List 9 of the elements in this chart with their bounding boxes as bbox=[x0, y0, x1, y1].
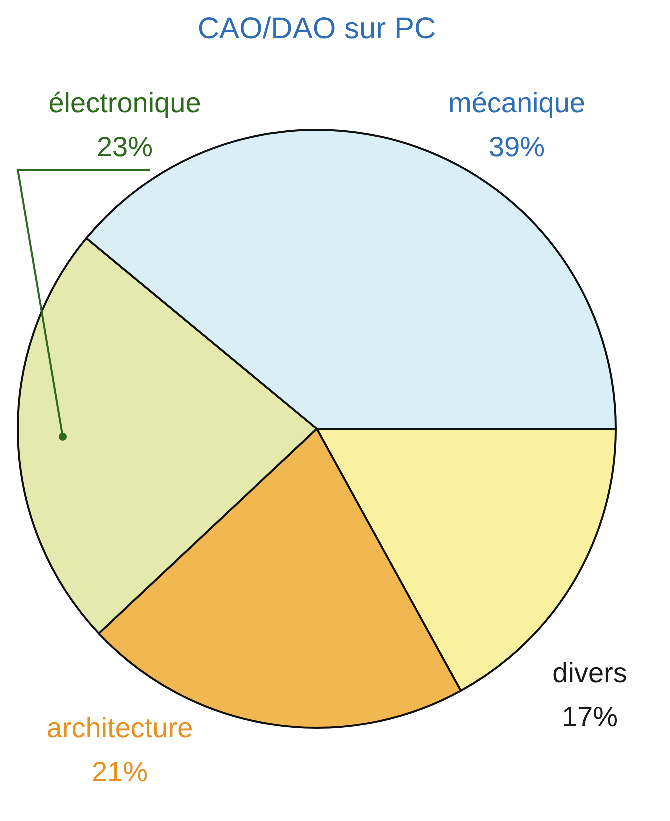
slice-label: architecture bbox=[46, 712, 194, 744]
chart-title: CAO/DAO sur PC bbox=[198, 12, 436, 46]
slice-label: électronique bbox=[48, 88, 202, 119]
data-label: 39% bbox=[488, 132, 546, 163]
data-label: 17% bbox=[562, 702, 618, 733]
data-label: 23% bbox=[96, 132, 154, 163]
data-label: 21% bbox=[92, 756, 148, 788]
slice-label: divers bbox=[552, 658, 628, 689]
slice-label: mécanique bbox=[448, 88, 586, 119]
